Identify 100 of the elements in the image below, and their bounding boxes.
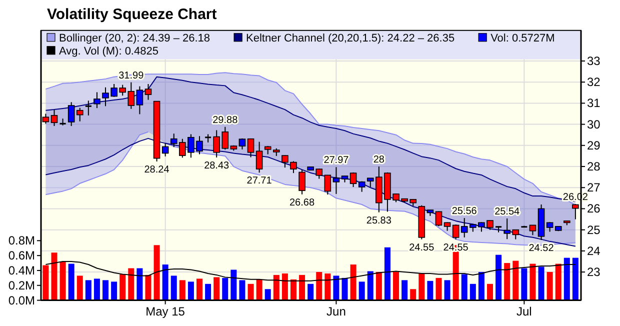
y2-tick-label: 0.2M	[8, 278, 35, 292]
bar	[512, 260, 519, 300]
bar	[521, 268, 528, 300]
y-tick-label: 28	[587, 160, 601, 174]
x-tick-label: May 15	[146, 304, 186, 318]
bar	[402, 280, 408, 300]
bar	[42, 265, 49, 300]
candlestick	[324, 174, 332, 196]
candlestick	[50, 109, 58, 126]
candlestick	[144, 84, 152, 100]
bar	[205, 284, 212, 300]
annotation: 27.97	[324, 155, 350, 166]
candlestick	[435, 210, 442, 227]
bar	[256, 279, 262, 300]
y-tick-label: 24	[587, 244, 601, 258]
annotation: 25.83	[366, 215, 392, 226]
bar	[436, 278, 442, 300]
annotation: 29.88	[212, 114, 238, 126]
bar	[264, 289, 271, 300]
bar	[324, 273, 331, 300]
candlestick	[298, 169, 306, 195]
bar	[51, 252, 58, 300]
bar	[222, 278, 228, 300]
bar	[393, 272, 400, 300]
bar	[128, 268, 134, 300]
y-tick-label: 30	[587, 117, 601, 132]
annotation: 28.43	[204, 160, 230, 172]
legend-label: Avg. Vol (M): 0.4825	[59, 45, 158, 58]
annotation: 26.68	[290, 197, 315, 208]
bar	[350, 264, 356, 300]
bar	[333, 276, 340, 300]
y-tick-label: 32	[587, 75, 601, 90]
legend-label: Bollinger (20, 2): 24.39 – 26.18	[59, 32, 210, 44]
bar	[290, 279, 296, 300]
y-tick-label: 29	[587, 138, 601, 152]
bar	[487, 284, 494, 300]
bar	[308, 284, 314, 300]
y-tick-label: 26	[587, 202, 601, 216]
bar	[179, 280, 186, 300]
candlestick	[162, 143, 169, 157]
bar	[188, 282, 194, 300]
bar	[384, 247, 390, 300]
line-series	[45, 261, 576, 282]
annotation: 28.24	[144, 164, 170, 176]
y-tick-label: 31	[587, 96, 601, 110]
candlestick	[84, 100, 92, 116]
candlestick	[332, 166, 340, 194]
annotation: 25.56	[452, 206, 478, 217]
bar	[555, 264, 562, 300]
bar	[214, 277, 220, 300]
bar	[111, 282, 118, 300]
bar	[470, 284, 476, 300]
bar	[299, 274, 306, 300]
bar	[170, 276, 177, 300]
bar	[504, 263, 510, 300]
bar	[444, 280, 450, 300]
bar	[546, 272, 553, 300]
bar	[136, 268, 143, 300]
y-tick-label: 27	[587, 180, 601, 195]
annotation: 27.71	[246, 176, 272, 187]
y2-tick-label: 0.4M	[8, 263, 35, 278]
bar	[427, 280, 434, 300]
bar	[68, 264, 74, 300]
annotation: 24.52	[528, 242, 554, 254]
candlestick	[136, 86, 144, 115]
legend-label: Keltner Channel (20,20,1.5): 24.22 – 26.35	[246, 32, 455, 44]
bar	[367, 271, 374, 300]
annotation: 28	[373, 154, 385, 166]
y-tick-label: 25	[587, 222, 601, 237]
chart-title: Volatility Squeeze Chart	[47, 6, 217, 23]
bar	[162, 264, 168, 300]
bar	[410, 289, 416, 300]
bar	[102, 280, 109, 300]
bar	[120, 274, 126, 300]
bar	[282, 273, 288, 300]
candlestick	[247, 138, 254, 158]
candlestick	[452, 224, 460, 240]
bar	[316, 272, 322, 300]
y2-tick-label: 0.6M	[8, 248, 35, 263]
bar	[461, 274, 468, 300]
bar	[342, 278, 348, 300]
bar	[60, 262, 66, 300]
y-tick-label: 33	[587, 54, 601, 68]
bar	[273, 274, 280, 300]
bar	[530, 264, 536, 300]
bar	[85, 280, 92, 300]
x-tick-label: Jun	[326, 304, 346, 318]
bar	[418, 273, 425, 300]
bar	[564, 258, 570, 300]
bar	[376, 272, 382, 300]
y-tick-label: 23	[587, 265, 601, 280]
bar	[538, 266, 544, 300]
bar	[239, 280, 246, 300]
legend-label: Vol: 0.5727M	[490, 32, 555, 44]
annotation: 31.99	[118, 70, 144, 82]
candlestick	[350, 172, 357, 188]
candlestick	[68, 102, 75, 126]
bar	[248, 284, 254, 300]
candlestick	[256, 141, 263, 174]
candlestick	[76, 107, 84, 122]
